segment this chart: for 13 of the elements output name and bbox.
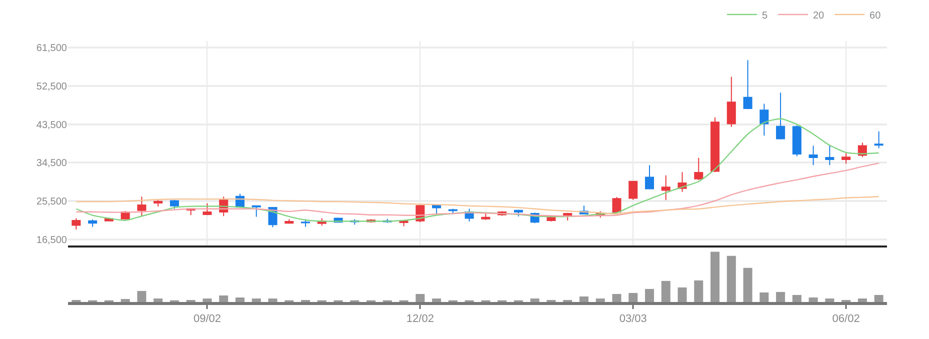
- y-tick-label: 16,500: [36, 235, 68, 246]
- legend-label: 20: [813, 10, 825, 22]
- x-tick-label: 06/02: [832, 313, 860, 326]
- legend-label: 60: [870, 10, 882, 22]
- y-tick-label: 25,500: [36, 196, 68, 208]
- y-tick-label: 43,500: [36, 120, 68, 131]
- x-tick-label: 12/02: [406, 313, 434, 326]
- x-tick-label: 09/02: [193, 313, 221, 326]
- y-tick-label: 34,500: [36, 158, 68, 170]
- x-tick-label: 03/03: [619, 313, 647, 326]
- legend-label: 5: [762, 10, 768, 22]
- y-tick-label: 61,500: [36, 42, 68, 54]
- y-tick-label: 52,500: [36, 81, 68, 92]
